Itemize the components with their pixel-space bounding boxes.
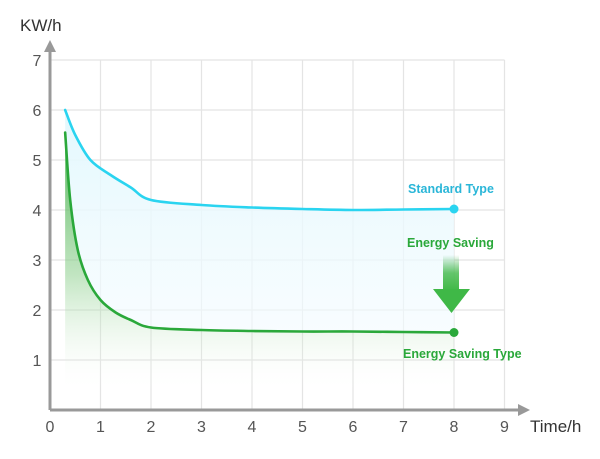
- energy-saving-type-end-point: [449, 328, 459, 337]
- savings-area: [65, 110, 455, 333]
- energy-saving-annotation: Energy Saving: [407, 236, 494, 250]
- series-end-markers: [449, 204, 459, 337]
- x-tick-label: 7: [399, 419, 408, 436]
- y-axis-title: KW/h: [20, 16, 62, 35]
- y-tick-label: 4: [33, 203, 42, 220]
- y-tick-label: 2: [33, 303, 42, 320]
- x-tick-label: 9: [500, 419, 509, 436]
- x-tick-label: 4: [248, 419, 257, 436]
- y-tick-label: 7: [33, 53, 42, 70]
- y-tick-label: 3: [33, 253, 42, 270]
- x-tick-label: 1: [96, 419, 105, 436]
- x-tick-label: 0: [46, 419, 55, 436]
- x-axis-title: Time/h: [530, 417, 581, 436]
- energy-saving-type-line: [63, 131, 456, 334]
- series-label-energy-saving: Energy Saving Type: [403, 347, 522, 361]
- x-tick-label: 6: [349, 419, 358, 436]
- series-label-standard: Standard Type: [408, 182, 494, 196]
- energy-saving-area: [65, 132, 455, 393]
- series-lines: [63, 108, 456, 334]
- y-tick-label: 1: [33, 353, 42, 370]
- axes: [44, 40, 530, 416]
- x-tick-label: 8: [450, 419, 459, 436]
- area-fills: [65, 110, 455, 393]
- x-axis-arrow: [518, 404, 530, 416]
- x-tick-label: 5: [298, 419, 307, 436]
- standard-type-line: [63, 108, 456, 212]
- x-tick-label: 2: [147, 419, 156, 436]
- x-tick-labels: 0 1 2 3 4 5 6 7 8 9: [46, 419, 510, 436]
- standard-type-end-point: [449, 204, 459, 214]
- y-tick-label: 6: [33, 103, 42, 120]
- x-tick-label: 3: [197, 419, 206, 436]
- down-arrow-icon: [433, 255, 470, 313]
- y-axis-arrow: [44, 40, 56, 52]
- y-tick-label: 5: [33, 153, 42, 170]
- y-tick-labels: 1 2 3 4 5 6 7: [33, 53, 42, 370]
